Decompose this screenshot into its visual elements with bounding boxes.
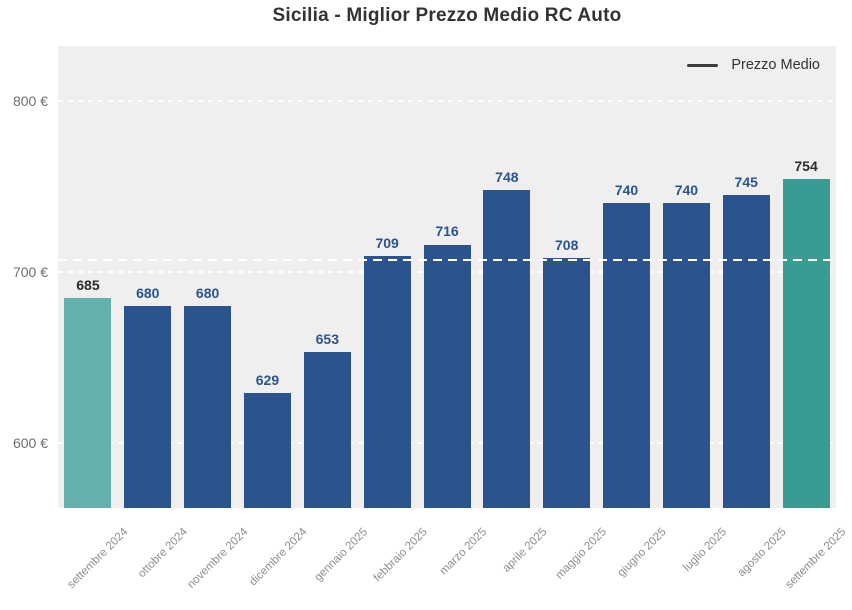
bar-giugno-2025[interactable] bbox=[603, 203, 651, 508]
x-tick-label: luglio 2025 bbox=[681, 526, 729, 574]
bar-maggio-2025[interactable] bbox=[543, 258, 591, 508]
bar-dicembre-2024[interactable] bbox=[243, 393, 291, 508]
x-tick-label: novembre 2024 bbox=[185, 526, 251, 591]
x-tick-label: dicembre 2024 bbox=[247, 526, 310, 589]
bar-gennaio-2025[interactable] bbox=[303, 352, 351, 508]
bar-value-label: 754 bbox=[794, 158, 818, 175]
x-tick-label: aprile 2025 bbox=[500, 526, 550, 575]
bar-settembre-2025[interactable] bbox=[782, 179, 830, 508]
y-tick-label: 800 € bbox=[12, 92, 48, 109]
bar-value-label: 708 bbox=[555, 237, 579, 254]
legend-line-icon bbox=[687, 63, 719, 67]
bar-value-label: 629 bbox=[255, 372, 280, 389]
bar-agosto-2025[interactable] bbox=[722, 194, 770, 508]
bar-aprile-2025[interactable] bbox=[483, 189, 531, 508]
bar-ottobre-2024[interactable] bbox=[124, 306, 172, 508]
bar-febbraio-2025[interactable] bbox=[363, 256, 411, 508]
bar-settembre-2024[interactable] bbox=[64, 297, 112, 508]
average-price-line bbox=[58, 258, 836, 261]
x-tick-label: giugno 2025 bbox=[615, 526, 670, 580]
bar-value-label: 653 bbox=[315, 331, 339, 348]
bar-luglio-2025[interactable] bbox=[662, 203, 710, 508]
x-tick-label: febbraio 2025 bbox=[371, 526, 430, 585]
bar-value-label: 740 bbox=[614, 182, 639, 199]
gridline-800 bbox=[58, 99, 836, 102]
bar-value-label: 685 bbox=[76, 276, 100, 293]
y-tick-label: 600 € bbox=[12, 434, 48, 451]
x-tick-label: marzo 2025 bbox=[438, 526, 490, 578]
x-tick-label: settembre 2024 bbox=[65, 526, 131, 591]
y-tick-label: 700 € bbox=[12, 263, 48, 280]
x-tick-label: agosto 2025 bbox=[735, 526, 789, 580]
bar-value-label: 740 bbox=[674, 182, 699, 199]
bar-novembre-2024[interactable] bbox=[184, 306, 232, 508]
legend[interactable]: Prezzo Medio bbox=[687, 57, 820, 73]
bar-value-label: 680 bbox=[195, 285, 220, 302]
bar-value-label: 680 bbox=[136, 285, 160, 302]
plot-area: Prezzo Medio 685 680 680 629 653 709 716 748 708… bbox=[58, 46, 836, 508]
x-tick-label: gennaio 2025 bbox=[311, 526, 370, 584]
chart-title: Sicilia - Miglior Prezzo Medio RC Auto bbox=[272, 5, 622, 26]
bar-value-label: 745 bbox=[734, 173, 758, 190]
x-tick-label: maggio 2025 bbox=[553, 526, 610, 582]
bar-marzo-2025[interactable] bbox=[423, 244, 471, 508]
legend-label: Prezzo Medio bbox=[731, 57, 820, 73]
bar-value-label: 709 bbox=[375, 235, 399, 252]
bar-value-label: 748 bbox=[495, 168, 519, 185]
x-tick-label: settembre 2025 bbox=[783, 526, 849, 591]
bar-value-label: 716 bbox=[435, 223, 459, 240]
x-tick-label: ottobre 2024 bbox=[136, 526, 191, 581]
